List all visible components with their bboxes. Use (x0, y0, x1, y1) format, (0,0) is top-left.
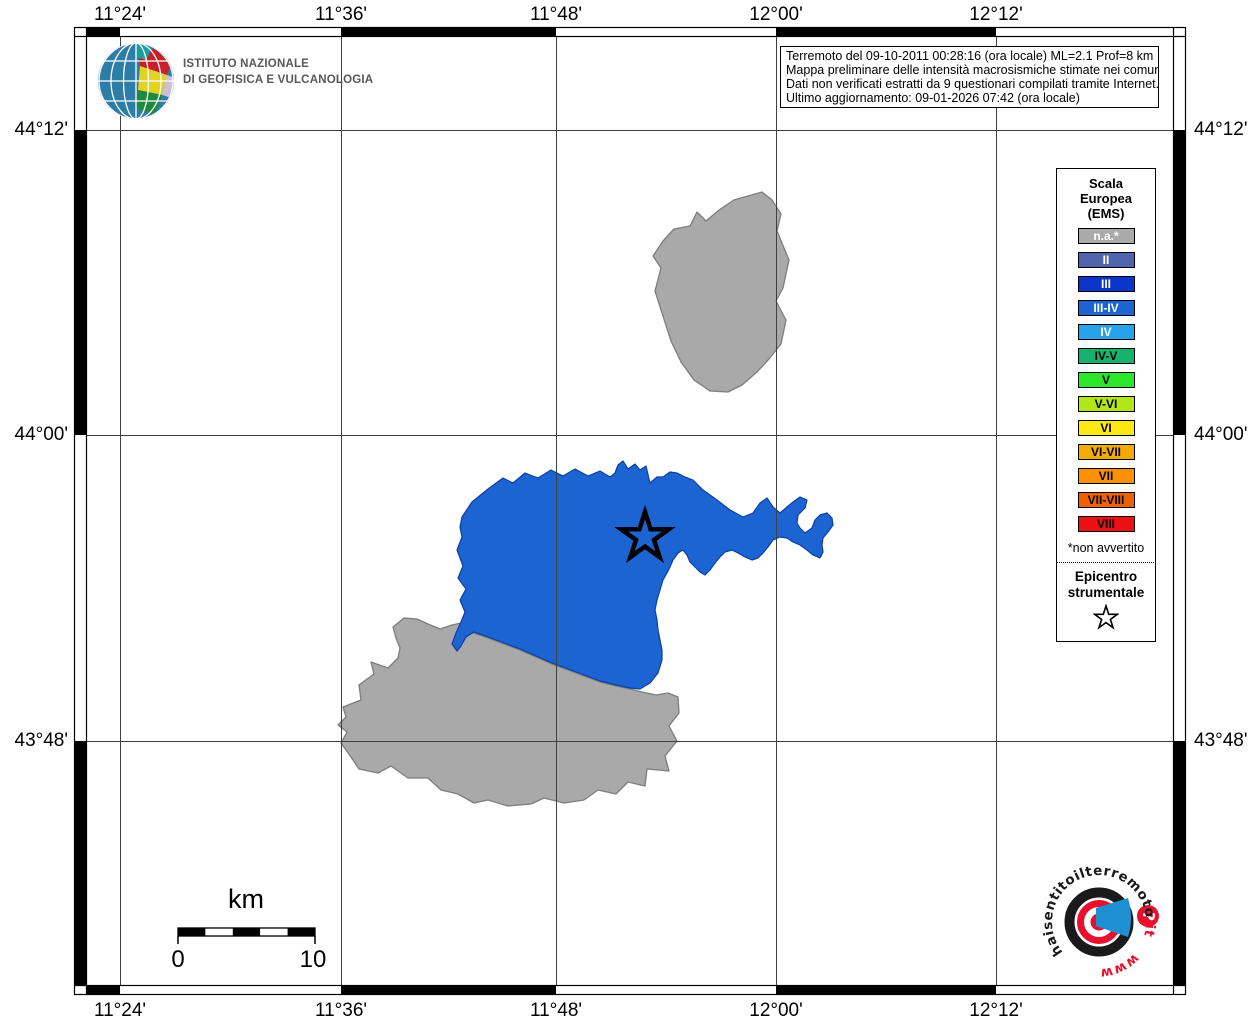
legend-title-line3: (EMS) (1087, 206, 1125, 221)
legend-swatch-label: n.a.* (1093, 229, 1119, 243)
legend-swatch-label: IV-V (1094, 349, 1118, 363)
megaphone-icon (1096, 898, 1131, 937)
legend-swatch-vii: VII (1077, 468, 1135, 484)
lat-label-right-3: 43°48' (1194, 730, 1248, 751)
legend-swatch-iv-v: IV-V (1077, 348, 1135, 364)
legend-swatch-iii-iv: III-IV (1077, 300, 1135, 316)
legend-swatch-viii: VIII (1077, 516, 1135, 532)
legend-swatch-iii: III (1077, 276, 1135, 292)
map-frame (73, 26, 1187, 996)
question-badge (1137, 905, 1159, 927)
lon-label-bottom-4: 12°00' (749, 1000, 803, 1021)
lon-label-bottom-5: 12°12' (969, 1000, 1023, 1021)
scalebar-unit-label: km (228, 884, 264, 914)
legend-swatch-label: VIII (1096, 517, 1115, 531)
municipality-felt-blue (451, 460, 834, 690)
lon-label-bottom-2: 11°36' (314, 1000, 368, 1021)
legend-swatch-ii: II (1077, 252, 1135, 268)
legend-footnote: *non avvertito (1067, 541, 1145, 555)
lat-label-right-1: 44°12' (1194, 119, 1248, 140)
ingv-wordmark: ISTITUTO NAZIONALE DI GEOFISICA E VULCAN… (183, 56, 373, 88)
lon-label-top-2: 11°36' (314, 4, 368, 25)
legend-swatch-v-vi: V-VI (1077, 396, 1135, 412)
municipality-polygons (337, 191, 834, 807)
legend-swatch-v: V (1077, 372, 1135, 388)
legend-swatch-vi: VI (1077, 420, 1135, 436)
legend-title: Scala Europea (EMS) (1080, 176, 1132, 221)
question-badge-glyph: ? (1138, 910, 1158, 922)
ingv-logo-globe (98, 43, 174, 119)
ingv-wordmark-line1: ISTITUTO NAZIONALE (183, 58, 310, 70)
event-info-box: Terremoto del 09-10-2011 00:28:16 (ora l… (780, 46, 1159, 108)
legend-swatch-label: V (1101, 373, 1110, 387)
legend-swatch-na: n.a.* (1077, 228, 1135, 244)
municipality-na-southwest (337, 617, 680, 807)
lon-label-bottom-3: 11°48' (529, 1000, 583, 1021)
event-info-line1: Terremoto del 09-10-2011 00:28:16 (ora l… (786, 49, 1154, 63)
legend-swatch-label: III (1100, 277, 1111, 291)
legend-title-line2: Europea (1079, 191, 1132, 206)
lon-label-bottom-1: 11°24' (93, 1000, 147, 1021)
graticule-lines (86, 36, 1174, 986)
legend-epicenter-star-icon (1093, 604, 1119, 630)
lat-label-right-2: 44°00' (1194, 424, 1248, 445)
ingv-wordmark-line2: DI GEOFISICA E VULCANOLOGIA (183, 74, 374, 86)
lon-label-top-5: 12°12' (969, 4, 1023, 25)
scale-bar (177, 927, 316, 944)
scalebar-end-label: 10 (299, 946, 327, 973)
municipality-na-north (652, 191, 790, 393)
legend-divider (1056, 562, 1156, 563)
legend-swatch-vi-vii: VI-VII (1077, 444, 1135, 460)
legend-swatch-label: VI-VII (1090, 445, 1121, 459)
event-info-line2: Mappa preliminare delle intensità macros… (786, 62, 1159, 77)
legend-epicenter-line2: strumentale (1067, 585, 1145, 600)
legend-swatch-label: III-IV (1093, 301, 1119, 315)
legend-swatch-label: VI (1100, 421, 1112, 435)
legend-swatch-label: V-VI (1094, 397, 1118, 411)
legend-swatch-label: II (1102, 253, 1110, 267)
event-info-line3: Dati non verificati estratti da 9 questi… (786, 76, 1159, 91)
lon-label-top-1: 11°24' (93, 4, 147, 25)
lat-label-left-3: 43°48' (14, 730, 69, 751)
lat-label-left-1: 44°12' (14, 119, 69, 140)
epicenter-star (614, 504, 676, 564)
legend-swatch-label: IV (1100, 325, 1112, 339)
lon-label-top-3: 11°48' (529, 4, 583, 25)
legend-swatch-iv: IV (1077, 324, 1135, 340)
legend-swatch-vii-viii: VII-VIII (1077, 492, 1135, 508)
lat-label-left-2: 44°00' (14, 424, 69, 445)
ems-legend: Scala Europea (EMS) n.a.* II III III-IV … (1056, 168, 1156, 642)
event-info-line4: Ultimo aggiornamento: 09-01-2026 07:42 (… (786, 90, 1080, 105)
scalebar-start-label: 0 (171, 946, 185, 973)
lon-label-top-4: 12°00' (749, 4, 803, 25)
legend-epicenter-label: Epicentro strumentale (1068, 569, 1145, 601)
legend-swatch-label: VII (1098, 469, 1114, 483)
legend-swatch-label: VII-VIII (1087, 493, 1125, 507)
legend-epicenter-line1: Epicentro (1074, 569, 1138, 584)
legend-title-line1: Scala (1089, 176, 1123, 191)
